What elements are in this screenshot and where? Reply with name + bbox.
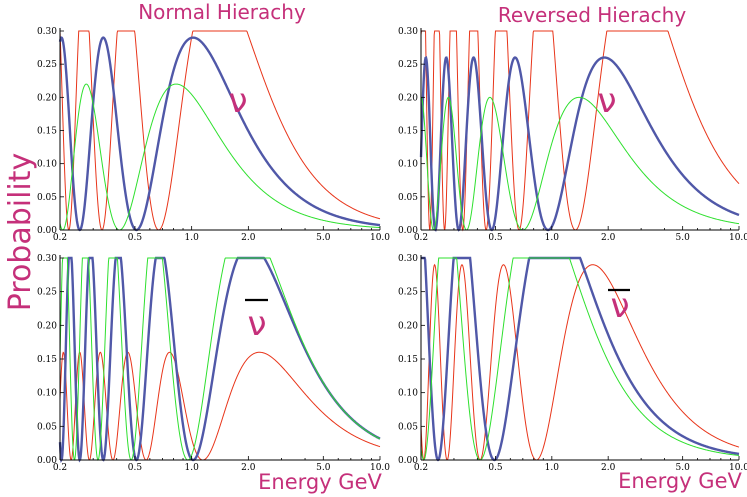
y-tick-label: 0.25 xyxy=(37,288,57,298)
panels: 0.00 0.05 0.10 0.15 0.20 0.25 0.30 0.2 0.5 1.0 2.0… xyxy=(37,27,747,473)
panel-reversed-nu: 0.00 0.05 0.10 0.15 0.20 0.25 0.30 0.2 0.5 1.0 2.0… xyxy=(398,27,747,243)
x-tick-label: 10.0 xyxy=(370,233,390,243)
y-tick-label: 0.15 xyxy=(398,127,418,137)
series-green-line xyxy=(420,96,740,231)
y-tick-label: 0.25 xyxy=(37,60,57,70)
y-tick-label: 0.30 xyxy=(37,254,57,264)
y-tick-label: 0.10 xyxy=(398,160,418,170)
x-tick-label: 10.0 xyxy=(370,463,390,473)
y-tick-label: 0.10 xyxy=(37,389,57,399)
x-tick-label: 1.0 xyxy=(545,463,560,473)
x-tick-label: 5.0 xyxy=(675,463,690,473)
series-red-line xyxy=(420,263,740,462)
y-tick-label: 0.05 xyxy=(398,193,418,203)
y-tick-label: 0.30 xyxy=(398,27,418,37)
title-normal-hierarchy: Normal Hierachy xyxy=(138,0,306,24)
y-tick-label: 0.10 xyxy=(398,389,418,399)
x-tick-label: 5.0 xyxy=(675,233,690,243)
x-tick-label: 10.0 xyxy=(729,233,747,243)
x-tick-label: 0.5 xyxy=(488,233,503,243)
particle-label: ν xyxy=(598,81,617,121)
x-tick-label: 1.0 xyxy=(545,233,560,243)
y-tick-label: 0.25 xyxy=(398,60,418,70)
y-tick-label: 0.00 xyxy=(398,456,418,466)
y-tick-label: 0.20 xyxy=(398,93,418,103)
x-tick-label: 1.0 xyxy=(184,233,199,243)
y-axis-label: Probability xyxy=(3,153,38,312)
x-tick-label: 0.5 xyxy=(128,233,143,243)
y-tick-label: 0.10 xyxy=(37,160,57,170)
y-tick-label: 0.25 xyxy=(398,288,418,298)
y-tick-label: 0.05 xyxy=(37,193,57,203)
x-tick-label: 5.0 xyxy=(316,233,331,243)
y-tick-label: 0.30 xyxy=(37,27,57,37)
x-tick-label: 0.2 xyxy=(414,463,428,473)
x-axis-label-left: Energy GeV xyxy=(258,470,382,494)
x-axis-label-right: Energy GeV xyxy=(618,469,742,493)
x-tick-label: 5.0 xyxy=(316,463,331,473)
y-tick-label: 0.20 xyxy=(37,321,57,331)
title-reversed-hierarchy: Reversed Hierachy xyxy=(498,3,686,27)
y-tick-label: 0.00 xyxy=(37,456,57,466)
x-tick-label: 0.5 xyxy=(128,463,143,473)
y-tick-label: 0.15 xyxy=(37,127,57,137)
series-red-line xyxy=(420,30,740,232)
series-green-line xyxy=(59,257,381,461)
x-tick-label: 2.0 xyxy=(241,463,256,473)
x-tick-label: 2.0 xyxy=(241,233,256,243)
particle-label: ν xyxy=(611,286,630,326)
series-green-line xyxy=(59,83,381,231)
x-tick-label: 2.0 xyxy=(601,233,616,243)
series-blue-line xyxy=(421,256,740,462)
y-tick-label: 0.05 xyxy=(398,422,418,432)
panel-normal-nubar: 0.00 0.05 0.10 0.15 0.20 0.25 0.30 0.2 0.5 1.0 2.0… xyxy=(37,254,390,473)
particle-label: ν xyxy=(229,81,248,121)
series-green-line xyxy=(420,257,740,461)
x-tick-label: 0.2 xyxy=(414,233,428,243)
y-tick-label: 0.30 xyxy=(398,254,418,264)
y-tick-label: 0.20 xyxy=(398,321,418,331)
x-tick-label: 0.2 xyxy=(53,463,67,473)
x-tick-label: 0.2 xyxy=(53,233,67,243)
x-tick-label: 10.0 xyxy=(729,463,747,473)
x-tick-label: 2.0 xyxy=(601,463,616,473)
y-tick-label: 0.15 xyxy=(398,355,418,365)
y-tick-label: 0.00 xyxy=(398,226,418,236)
panel-reversed-nubar: 0.00 0.05 0.10 0.15 0.20 0.25 0.30 0.2 0.5 1.0 2.0… xyxy=(398,254,747,473)
x-tick-label: 1.0 xyxy=(184,463,199,473)
panel-normal-nu: 0.00 0.05 0.10 0.15 0.20 0.25 0.30 0.2 0.5 1.0 2.0… xyxy=(37,27,390,243)
y-tick-label: 0.20 xyxy=(37,93,57,103)
series-blue-line xyxy=(58,36,381,232)
x-tick-label: 0.5 xyxy=(488,463,503,473)
y-tick-label: 0.05 xyxy=(37,422,57,432)
y-tick-label: 0.15 xyxy=(37,355,57,365)
series-blue-line xyxy=(419,55,740,232)
y-tick-label: 0.00 xyxy=(37,226,57,236)
particle-label: ν xyxy=(248,304,267,344)
